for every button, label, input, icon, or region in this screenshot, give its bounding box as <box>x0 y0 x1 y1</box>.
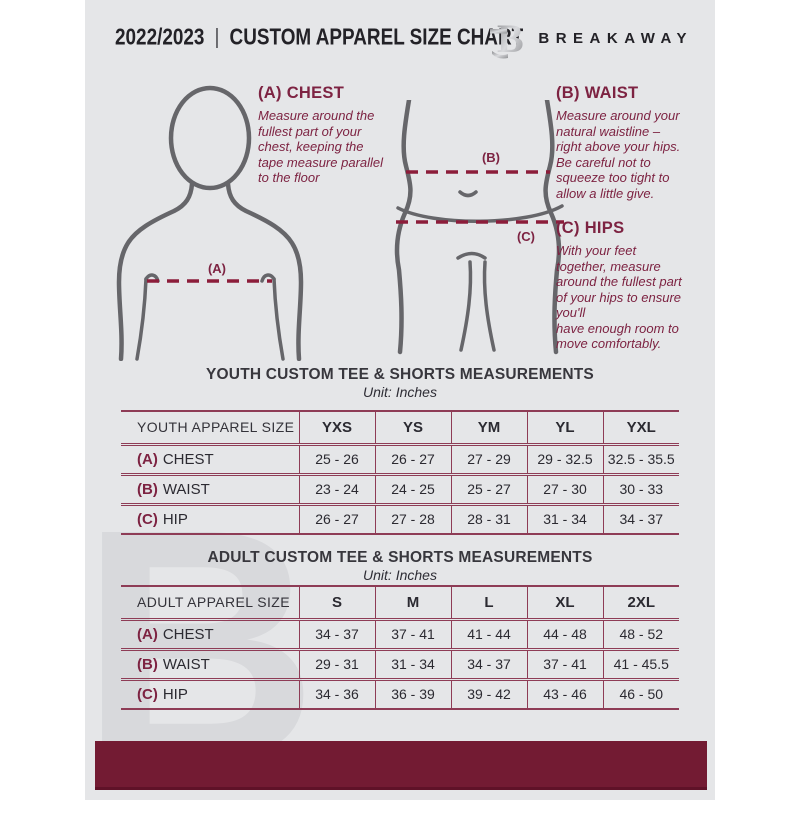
page-title: CUSTOM APPAREL SIZE CHART <box>229 23 524 50</box>
document-header: 2022/2023 | CUSTOM APPAREL SIZE CHART <box>115 23 523 51</box>
table-header-row: ADULT APPAREL SIZE S M L XL 2XL <box>121 586 679 619</box>
cell-value: 37 - 41 <box>374 617 451 649</box>
cell-value: 25 - 26 <box>298 442 375 474</box>
column-header: M <box>374 586 451 619</box>
row-label: (B) WAIST <box>121 472 299 504</box>
footer-accent-bar <box>95 741 707 790</box>
table-row: (C) HIP 26 - 27 27 - 28 28 - 31 31 - 34 3… <box>121 502 679 534</box>
cell-value: 41 - 45.5 <box>602 647 679 679</box>
cell-value: 36 - 39 <box>374 677 451 709</box>
column-header: S <box>298 586 375 619</box>
youth-table-unit: Unit: Inches <box>363 384 437 400</box>
cell-value: 34 - 37 <box>298 617 375 649</box>
cell-value: 34 - 37 <box>450 647 527 679</box>
cell-value: 31 - 34 <box>374 647 451 679</box>
figure-head <box>168 85 252 191</box>
cell-value: 39 - 42 <box>450 677 527 709</box>
cell-value: 34 - 37 <box>602 502 679 534</box>
cell-value: 37 - 41 <box>526 647 603 679</box>
cell-value: 27 - 29 <box>450 442 527 474</box>
cell-value: 32.5 - 35.5 <box>602 442 679 474</box>
row-label: (B) WAIST <box>121 647 299 679</box>
cell-value: 26 - 27 <box>374 442 451 474</box>
cell-value: 29 - 32.5 <box>526 442 603 474</box>
cell-value: 28 - 31 <box>450 502 527 534</box>
cell-value: 30 - 33 <box>602 472 679 504</box>
cell-value: 27 - 30 <box>526 472 603 504</box>
column-header: YL <box>526 411 603 444</box>
adult-table-title: ADULT CUSTOM TEE & SHORTS MEASUREMENTS <box>207 549 593 566</box>
chest-line-label: (A) <box>208 261 226 276</box>
column-header: YS <box>374 411 451 444</box>
table-row: (B) WAIST 29 - 31 31 - 34 34 - 37 37 - 41… <box>121 647 679 679</box>
table-row: (C) HIP 34 - 36 36 - 39 39 - 42 43 - 46 4… <box>121 677 679 709</box>
edition-label: 2022/2023 <box>115 23 205 50</box>
adult-size-header: ADULT APPAREL SIZE <box>137 594 290 611</box>
cell-value: 46 - 50 <box>602 677 679 709</box>
cell-value: 24 - 25 <box>374 472 451 504</box>
row-label: (C) HIP <box>121 502 299 534</box>
chest-heading: (A) CHEST <box>258 84 345 102</box>
column-header: YXS <box>298 411 375 444</box>
cell-value: 43 - 46 <box>526 677 603 709</box>
cell-value: 26 - 27 <box>298 502 375 534</box>
brand-lockup: B BREAKAWAY <box>490 16 693 60</box>
chest-instructions: Measure around the fullest part of your … <box>258 108 384 185</box>
row-label: (A) CHEST <box>121 442 299 474</box>
table-row: (A) CHEST 34 - 37 37 - 41 41 - 44 44 - 48… <box>121 617 679 649</box>
column-header: L <box>450 586 527 619</box>
waist-line-label: (B) <box>482 150 500 165</box>
row-label: (C) HIP <box>121 677 299 709</box>
column-header: YM <box>450 411 527 444</box>
cell-value: 25 - 27 <box>450 472 527 504</box>
brand-name: BREAKAWAY <box>538 29 693 47</box>
table-row: (A) CHEST 25 - 26 26 - 27 27 - 29 29 - 32… <box>121 442 679 474</box>
hips-instructions: With your feet together, measure around … <box>556 243 682 351</box>
table-row: (B) WAIST 23 - 24 24 - 25 25 - 27 27 - 30… <box>121 472 679 504</box>
size-chart-document: { "colors": { "page_background": "#e5e6e… <box>80 0 715 810</box>
header-divider: | <box>214 24 220 49</box>
cell-value: 31 - 34 <box>526 502 603 534</box>
row-label: (A) CHEST <box>121 617 299 649</box>
hip-line-label: (C) <box>517 229 535 244</box>
cell-value: 23 - 24 <box>298 472 375 504</box>
breakaway-logo-icon: B <box>490 16 524 60</box>
cell-value: 44 - 48 <box>526 617 603 649</box>
cell-value: 29 - 31 <box>298 647 375 679</box>
upper-body-figure: (A) <box>116 85 304 361</box>
youth-table-title: YOUTH CUSTOM TEE & SHORTS MEASUREMENTS <box>206 366 594 383</box>
table-header-row: YOUTH APPAREL SIZE YXS YS YM YL YXL <box>121 411 679 444</box>
cell-value: 48 - 52 <box>602 617 679 649</box>
waist-heading: (B) WAIST <box>556 84 639 102</box>
waist-instructions: Measure around your natural waistline – … <box>556 108 681 201</box>
column-header: XL <box>526 586 603 619</box>
cell-value: 41 - 44 <box>450 617 527 649</box>
adult-size-table: ADULT APPAREL SIZE S M L XL 2XL (A) CHEST… <box>121 585 679 710</box>
svg-text:B: B <box>497 16 524 60</box>
youth-size-header: YOUTH APPAREL SIZE <box>137 419 295 436</box>
adult-table-unit: Unit: Inches <box>363 567 437 583</box>
youth-size-table: YOUTH APPAREL SIZE YXS YS YM YL YXL (A) C… <box>121 410 679 535</box>
column-header: YXL <box>602 411 679 444</box>
cell-value: 27 - 28 <box>374 502 451 534</box>
navel-mark <box>458 190 478 198</box>
chart-page: 2022/2023 | CUSTOM APPAREL SIZE CHART B … <box>80 0 715 810</box>
cell-value: 34 - 36 <box>298 677 375 709</box>
hips-heading: (C) HIPS <box>556 219 625 237</box>
lower-body-figure: (B) (C) <box>394 100 564 355</box>
column-header: 2XL <box>602 586 679 619</box>
